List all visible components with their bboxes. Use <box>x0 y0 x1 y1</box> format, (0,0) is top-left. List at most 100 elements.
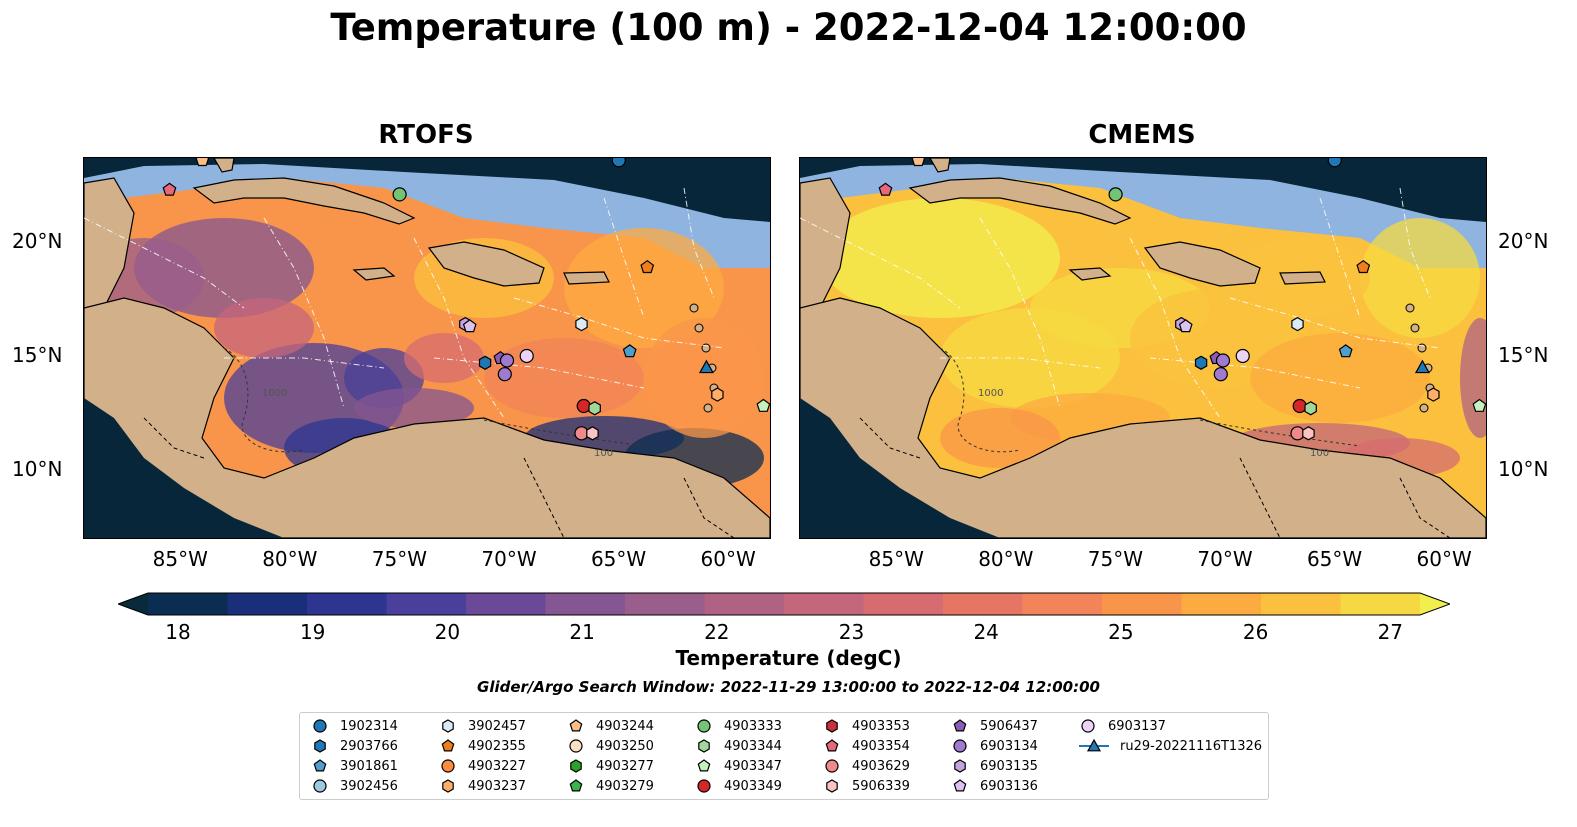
legend-label: 4903333 <box>724 718 782 734</box>
legend-label: 4903354 <box>852 738 910 754</box>
lon-tick-label: 75°W <box>1087 547 1144 571</box>
contour-label-1000: 1000 <box>262 388 287 399</box>
legend-label: 4903244 <box>596 718 654 734</box>
legend-item: 5906339 <box>822 776 910 796</box>
lat-tick-label: 15°N <box>12 342 63 367</box>
colorbar-min-extension <box>118 593 148 615</box>
hexagon-marker-icon <box>698 739 710 753</box>
marker-4903349 <box>1292 398 1307 414</box>
marker-6903134 <box>497 367 512 382</box>
legend-item: 4903353 <box>822 716 910 736</box>
hexagon-marker-icon <box>442 779 454 793</box>
legend-label: 6903136 <box>980 778 1038 794</box>
legend-label: 2903766 <box>340 738 398 754</box>
marker-5906339 <box>1302 426 1315 441</box>
colorbar-tick-label: 24 <box>973 620 999 644</box>
legend-item: 4903629 <box>822 756 910 776</box>
lon-tick-label: 70°W <box>1197 547 1253 571</box>
colorbar-tick-label: 25 <box>1108 620 1134 644</box>
pentagon-marker-icon <box>569 719 583 732</box>
marker-4903354 <box>878 182 893 196</box>
legend-item: 6903136 <box>950 776 1038 796</box>
colorbar-cell <box>1022 593 1103 615</box>
marker-6903137 <box>519 348 534 364</box>
legend-label: 4903344 <box>724 738 782 754</box>
marker-4903237 <box>711 387 724 402</box>
colorbar-cell <box>863 593 944 615</box>
colorbar-max-extension <box>1420 593 1450 615</box>
pentagon-marker-icon <box>313 759 327 772</box>
colorbar-cell <box>1340 593 1421 615</box>
marker-6903136 <box>462 319 477 333</box>
colorbar-cell <box>1261 593 1342 615</box>
colorbar-tick-label: 21 <box>569 620 595 644</box>
legend-item: 4903279 <box>566 776 654 796</box>
legend-item: 3902456 <box>310 776 398 796</box>
legend-item: 6903137 <box>1078 716 1166 736</box>
lon-tick-label: 85°W <box>152 547 208 571</box>
hexagon-marker-icon <box>570 759 582 773</box>
lon-tick-label: 70°W <box>481 547 537 571</box>
search-window-note: Glider/Argo Search Window: 2022-11-29 13… <box>477 678 1100 696</box>
circle-marker-icon <box>569 739 583 753</box>
hexagon-marker-icon <box>826 719 838 733</box>
rtofs-map-canvas: 1000 100 <box>84 158 770 538</box>
marker-6903134 <box>499 353 515 368</box>
legend-label: 4903279 <box>596 778 654 794</box>
legend-label: 3902457 <box>468 718 526 734</box>
colorbar-tick-label: 18 <box>165 620 191 644</box>
legend-item: 3901861 <box>310 756 398 776</box>
legend-item: 4903227 <box>438 756 526 776</box>
marker-1902314 <box>611 158 626 168</box>
pentagon-marker-icon <box>441 739 455 752</box>
marker-5906339 <box>586 426 599 441</box>
marker-4903629 <box>574 426 589 441</box>
marker-4903344 <box>588 401 601 416</box>
marker-4903354 <box>162 182 177 196</box>
marker-4903629 <box>1290 426 1305 441</box>
marker-4903333 <box>392 187 407 202</box>
lon-tick-label: 60°W <box>1416 547 1472 571</box>
colorbar-cell <box>227 593 308 615</box>
legend-item: 4903333 <box>694 716 782 736</box>
legend-label: 5906437 <box>980 718 1038 734</box>
legend-label: 4902355 <box>468 738 526 754</box>
colorbar-tick-label: 22 <box>704 620 730 644</box>
legend-label: 4903349 <box>724 778 782 794</box>
legend-label: 3902456 <box>340 778 398 794</box>
rtofs-map: 1000 100 <box>83 157 771 539</box>
colorbar-cell <box>1181 593 1262 615</box>
legend-label: 4903237 <box>468 778 526 794</box>
lat-tick-label: 20°N <box>12 229 63 254</box>
circle-marker-icon <box>1081 719 1095 733</box>
lat-tick-label: 10°N <box>12 456 63 481</box>
colorbar-tick-label: 19 <box>299 620 326 644</box>
legend-item: 4903344 <box>694 736 782 756</box>
contour-label-1000: 1000 <box>978 388 1003 399</box>
hexagon-marker-icon <box>826 779 838 793</box>
legend-label: 4903629 <box>852 758 910 774</box>
legend-item: 4903354 <box>822 736 910 756</box>
legend-label: 4903347 <box>724 758 782 774</box>
circle-marker-icon <box>697 779 711 793</box>
colorbar-cell <box>704 593 785 615</box>
circle-marker-icon <box>953 739 967 753</box>
pentagon-marker-icon <box>825 739 839 752</box>
lon-tick-label: 60°W <box>700 547 756 571</box>
colorbar-cell <box>307 593 388 615</box>
marker-4902355 <box>640 259 655 274</box>
colorbar-cell <box>943 593 1024 615</box>
lon-tick-label: 75°W <box>371 547 428 571</box>
marker-4903237 <box>1427 387 1440 402</box>
colorbar-cell <box>148 593 229 615</box>
marker-4902355 <box>1356 259 1371 274</box>
legend-item: 4903277 <box>566 756 654 776</box>
legend-label: 4903277 <box>596 758 654 774</box>
legend-item: 1902314 <box>310 716 398 736</box>
temperature-colorbar <box>118 592 1450 616</box>
legend-item: 4903237 <box>438 776 526 796</box>
legend-item: 4903349 <box>694 776 782 796</box>
cmems-map-canvas: 1000 100 <box>800 158 1486 538</box>
circle-marker-icon <box>441 759 455 773</box>
triangle-line-marker-icon <box>1079 738 1109 752</box>
